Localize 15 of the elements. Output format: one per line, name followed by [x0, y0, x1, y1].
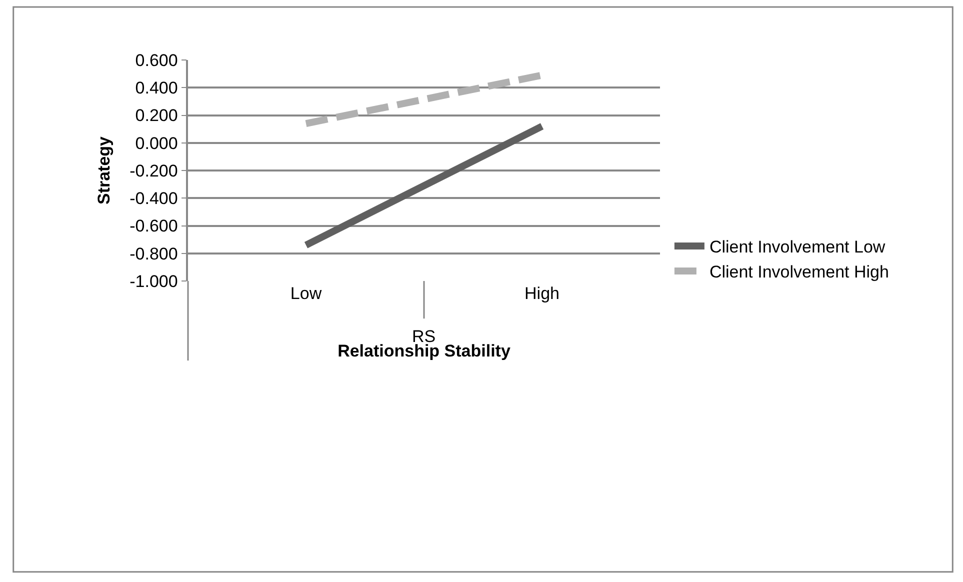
y-tick-label: 0.200 [135, 106, 178, 126]
y-tick-label: -0.600 [130, 216, 178, 236]
legend-label: Client Involvement High [709, 262, 889, 282]
legend-label: Client Involvement Low [709, 238, 886, 257]
x-axis-title: Relationship Stability [338, 341, 511, 360]
y-tick-label: 0.400 [135, 78, 178, 98]
y-tick-label: 0.000 [135, 134, 178, 153]
y-tick-label: -0.400 [130, 189, 178, 208]
y-tick-label: 0.600 [135, 50, 178, 70]
x-tick-label: Low [290, 284, 322, 303]
y-tick-label: -0.200 [130, 161, 178, 180]
y-tick-label: -1.000 [130, 272, 178, 291]
y-tick-label: -0.800 [130, 244, 178, 264]
x-tick-label: High [524, 284, 560, 303]
y-axis-title: Strategy [94, 136, 114, 205]
